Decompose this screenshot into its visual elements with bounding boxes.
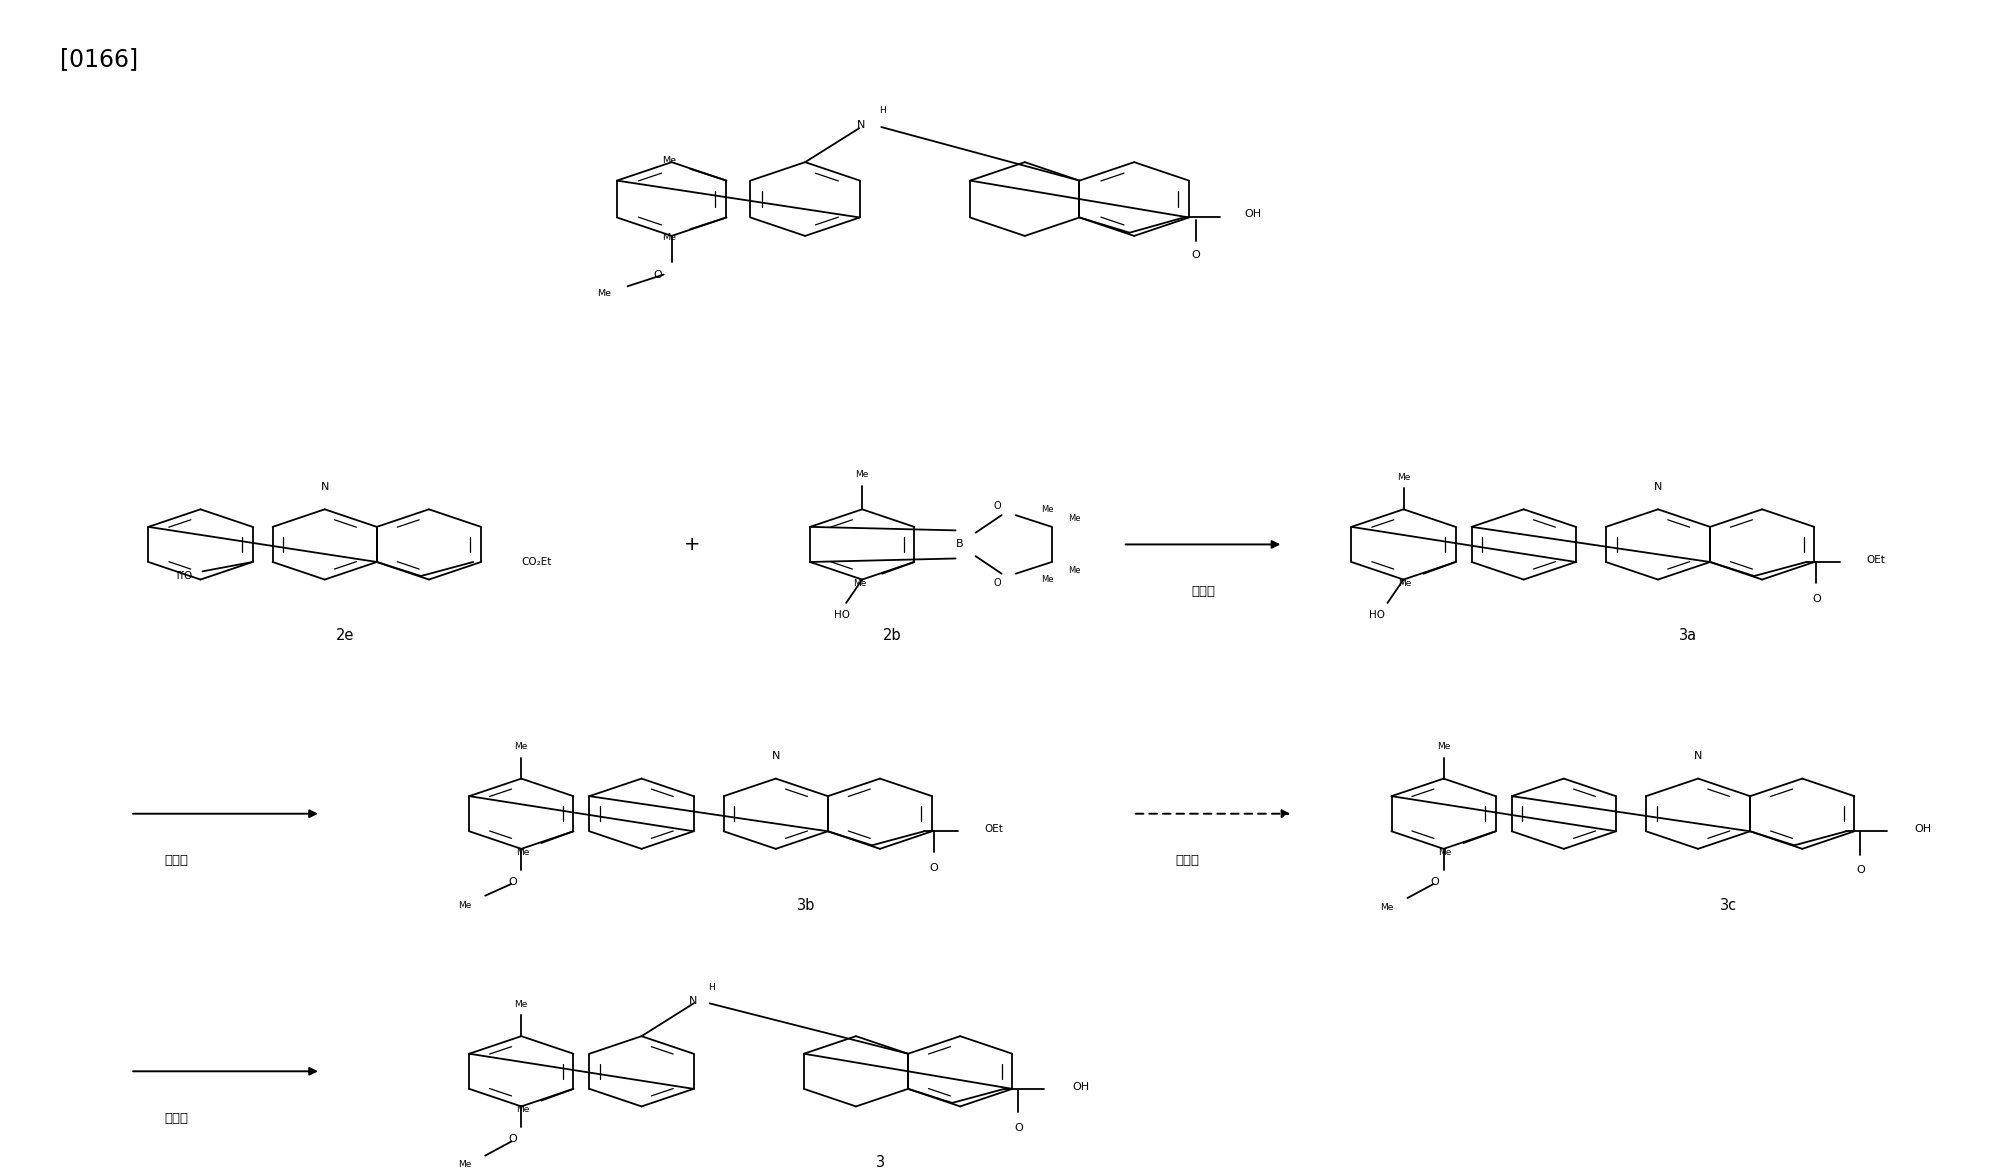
Text: OH: OH bbox=[1243, 209, 1261, 219]
Text: Me: Me bbox=[597, 288, 612, 298]
Text: 2b: 2b bbox=[882, 628, 902, 643]
Text: O: O bbox=[1432, 877, 1440, 887]
Text: 第三步: 第三步 bbox=[1175, 854, 1199, 867]
Text: CO₂Et: CO₂Et bbox=[521, 557, 551, 567]
Text: 3b: 3b bbox=[796, 898, 816, 913]
Text: Me: Me bbox=[1069, 515, 1081, 523]
Text: O: O bbox=[1191, 251, 1201, 260]
Text: N: N bbox=[772, 751, 780, 761]
Text: +: + bbox=[684, 534, 700, 554]
Text: HO: HO bbox=[834, 609, 850, 620]
Text: 第四步: 第四步 bbox=[164, 1111, 188, 1125]
Text: H: H bbox=[708, 982, 714, 992]
Text: N: N bbox=[690, 996, 698, 1006]
Text: Me: Me bbox=[1041, 505, 1055, 513]
Text: OEt: OEt bbox=[984, 824, 1002, 834]
Text: Me: Me bbox=[1397, 579, 1412, 587]
Text: H: H bbox=[880, 107, 886, 115]
Text: O: O bbox=[1813, 593, 1821, 604]
Text: HO: HO bbox=[1369, 609, 1385, 620]
Text: N: N bbox=[856, 120, 866, 130]
Text: Me: Me bbox=[1379, 902, 1393, 912]
Text: B: B bbox=[956, 539, 962, 550]
Text: Me: Me bbox=[515, 847, 529, 857]
Text: Me: Me bbox=[515, 743, 527, 751]
Text: Me: Me bbox=[457, 1160, 471, 1170]
Text: 3a: 3a bbox=[1678, 628, 1696, 643]
Text: Me: Me bbox=[852, 579, 866, 587]
Text: Me: Me bbox=[515, 1105, 529, 1115]
Text: 3c: 3c bbox=[1720, 898, 1736, 913]
Text: OEt: OEt bbox=[1867, 554, 1885, 565]
Text: Me: Me bbox=[662, 233, 676, 241]
Text: Me: Me bbox=[1041, 575, 1055, 584]
Text: 3: 3 bbox=[876, 1156, 884, 1170]
Text: OH: OH bbox=[1073, 1082, 1089, 1091]
Text: 第二步: 第二步 bbox=[164, 854, 188, 867]
Text: N: N bbox=[321, 482, 329, 492]
Text: [0166]: [0166] bbox=[60, 47, 138, 70]
Text: O: O bbox=[1015, 1123, 1023, 1133]
Text: Me: Me bbox=[1397, 473, 1410, 482]
Text: O: O bbox=[994, 578, 1000, 588]
Text: O: O bbox=[930, 863, 938, 873]
Text: O: O bbox=[509, 1134, 517, 1144]
Text: O: O bbox=[509, 877, 517, 887]
Text: Me: Me bbox=[1438, 743, 1450, 751]
Text: N: N bbox=[1654, 482, 1662, 492]
Text: Me: Me bbox=[457, 900, 471, 909]
Text: OH: OH bbox=[1915, 824, 1931, 834]
Text: N: N bbox=[1694, 751, 1702, 761]
Text: Me: Me bbox=[515, 1000, 527, 1009]
Text: 第一步: 第一步 bbox=[1191, 585, 1215, 598]
Text: TfO: TfO bbox=[174, 571, 192, 581]
Text: Me: Me bbox=[1069, 566, 1081, 574]
Text: Me: Me bbox=[1438, 847, 1452, 857]
Text: Me: Me bbox=[662, 156, 676, 165]
Text: Me: Me bbox=[856, 470, 868, 478]
Text: O: O bbox=[1857, 865, 1865, 875]
Text: O: O bbox=[654, 270, 662, 280]
Text: O: O bbox=[994, 500, 1000, 511]
Text: 2e: 2e bbox=[335, 628, 355, 643]
